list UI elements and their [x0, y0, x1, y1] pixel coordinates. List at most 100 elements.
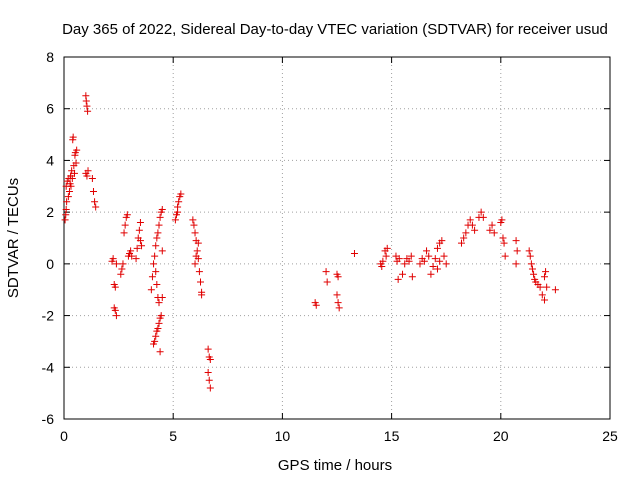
data-point — [429, 262, 437, 270]
data-point — [61, 216, 69, 224]
data-point — [63, 198, 71, 206]
data-point — [123, 211, 131, 219]
data-point — [112, 260, 120, 268]
x-axis-label: GPS time / hours — [278, 457, 392, 474]
data-point — [174, 208, 182, 216]
data-point — [158, 247, 166, 255]
data-point — [64, 193, 72, 201]
data-point — [477, 208, 485, 216]
data-point — [156, 348, 164, 356]
data-points — [61, 92, 559, 392]
data-point — [197, 278, 204, 286]
data-point — [69, 133, 77, 141]
x-tick-label: 10 — [275, 428, 291, 444]
data-point — [322, 268, 330, 276]
plot-frame — [63, 56, 611, 420]
data-point — [127, 247, 135, 255]
data-point — [158, 293, 166, 301]
grid — [64, 57, 610, 419]
x-tick-label: 25 — [602, 428, 618, 444]
data-point — [382, 252, 390, 260]
data-point — [171, 216, 179, 224]
data-point — [132, 255, 140, 263]
data-point — [490, 229, 498, 237]
data-point — [438, 237, 446, 245]
y-tick-label: -4 — [42, 359, 55, 375]
data-point — [540, 296, 548, 304]
data-point — [153, 234, 161, 242]
data-point — [191, 229, 199, 237]
data-point — [394, 275, 402, 283]
data-point — [551, 286, 559, 294]
data-point — [120, 229, 128, 237]
data-point — [204, 368, 212, 376]
data-point — [431, 255, 439, 263]
data-point — [538, 291, 546, 299]
data-point — [379, 257, 387, 265]
y-tick-label: 2 — [46, 204, 54, 220]
data-point — [155, 299, 163, 307]
data-point — [152, 268, 160, 276]
data-point — [486, 226, 494, 234]
data-point — [350, 250, 358, 258]
data-point — [457, 239, 465, 247]
data-point — [206, 356, 214, 364]
data-point — [512, 260, 520, 268]
data-point — [433, 265, 441, 273]
data-point — [118, 265, 126, 273]
data-point — [175, 198, 183, 206]
data-point — [135, 226, 143, 234]
data-point — [312, 301, 320, 309]
data-point — [65, 187, 73, 195]
data-point — [205, 376, 213, 384]
data-point — [401, 260, 409, 268]
data-point — [151, 337, 159, 345]
data-point — [109, 255, 117, 263]
data-point — [512, 237, 520, 245]
data-point — [488, 221, 496, 229]
data-point — [84, 107, 92, 115]
x-tick-label: 5 — [169, 428, 177, 444]
data-point — [405, 257, 413, 265]
data-point — [423, 247, 431, 255]
data-point — [540, 273, 548, 281]
data-point — [462, 229, 470, 237]
axis-ticks: 0 5 10 15 20 25 -6 -4 -2 0 2 4 6 8 — [42, 49, 618, 444]
data-point — [147, 286, 155, 294]
x-tick-label: 0 — [60, 428, 68, 444]
data-point — [408, 273, 416, 281]
data-point — [82, 97, 90, 105]
data-point — [416, 260, 424, 268]
data-point — [189, 216, 197, 224]
data-point — [468, 221, 476, 229]
data-point — [72, 159, 80, 167]
data-point — [323, 278, 331, 286]
data-point — [460, 234, 468, 242]
data-point — [153, 281, 161, 289]
data-point — [420, 257, 428, 265]
data-point — [194, 239, 202, 247]
data-point — [500, 239, 508, 247]
data-point — [154, 229, 162, 237]
data-point — [543, 283, 551, 291]
data-point — [92, 203, 100, 211]
data-point — [334, 299, 342, 307]
data-point — [425, 252, 433, 260]
data-point — [334, 273, 342, 281]
y-tick-label: 4 — [46, 152, 54, 168]
data-point — [542, 268, 550, 276]
data-point — [89, 187, 97, 195]
data-point — [155, 221, 163, 229]
y-tick-label: 8 — [46, 49, 54, 65]
y-tick-label: -6 — [42, 411, 55, 427]
x-tick-label: 20 — [493, 428, 509, 444]
data-point — [427, 270, 435, 278]
data-point — [88, 175, 96, 183]
data-point — [378, 262, 386, 270]
data-point — [70, 169, 78, 177]
data-point — [399, 270, 407, 278]
data-point — [67, 182, 75, 190]
data-point — [466, 216, 474, 224]
data-point — [155, 319, 163, 327]
